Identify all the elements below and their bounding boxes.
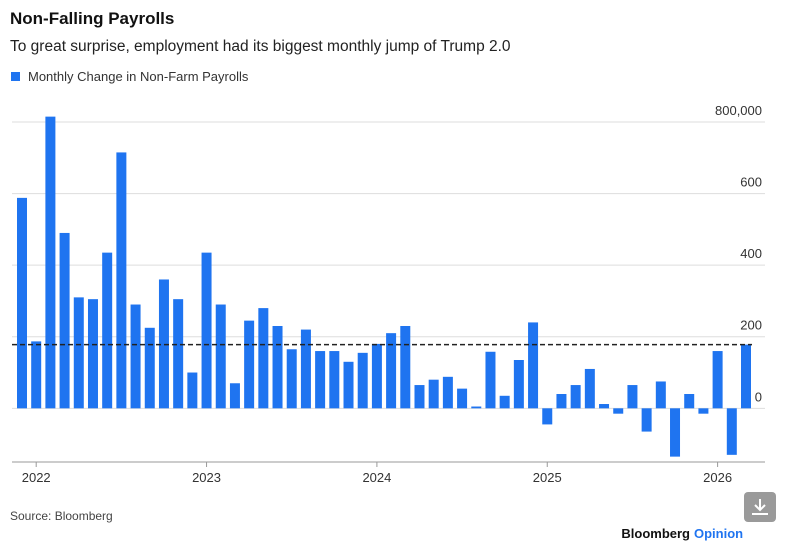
x-tick-label: 2022	[22, 470, 51, 485]
bar	[87, 299, 98, 409]
bar	[116, 152, 127, 409]
bar	[258, 308, 269, 409]
y-tick-label: 0	[755, 389, 762, 404]
chart-subtitle: To great surprise, employment had its bi…	[10, 38, 511, 55]
bar	[655, 381, 666, 409]
bar	[31, 341, 42, 409]
bar	[513, 360, 524, 409]
y-tick-label: 600	[740, 175, 762, 190]
bar	[698, 408, 709, 414]
bar	[457, 388, 468, 409]
bar	[229, 383, 240, 409]
bar	[343, 361, 354, 409]
brand-suffix: Opinion	[694, 526, 743, 541]
bar	[584, 368, 595, 409]
bar	[726, 408, 737, 455]
bar	[371, 343, 382, 409]
download-button[interactable]	[744, 492, 776, 522]
brand: Bloomberg	[621, 526, 690, 541]
bar	[613, 408, 624, 414]
x-tick-label: 2025	[533, 470, 562, 485]
chart-title: Non-Falling Payrolls	[10, 9, 174, 28]
bar	[641, 408, 652, 432]
bar	[187, 372, 198, 409]
bar	[144, 327, 155, 409]
y-tick-label: 200	[740, 318, 762, 333]
bar	[499, 395, 510, 409]
x-tick-label: 2024	[362, 470, 391, 485]
bar	[286, 349, 297, 409]
bar	[442, 376, 453, 409]
y-tick-label: 800,000	[715, 103, 762, 118]
x-tick-label: 2026	[703, 470, 732, 485]
bar	[741, 344, 751, 409]
bar	[158, 279, 169, 409]
bar	[272, 326, 283, 409]
bar	[244, 320, 255, 409]
bar	[542, 408, 553, 425]
bar	[59, 232, 70, 409]
bar	[414, 385, 425, 409]
bar	[528, 322, 539, 409]
bar	[173, 299, 184, 409]
bar	[556, 394, 567, 409]
x-tick-label: 2023	[192, 470, 221, 485]
bar	[400, 326, 411, 409]
y-tick-label: 400	[740, 246, 762, 261]
legend-label: Monthly Change in Non-Farm Payrolls	[28, 69, 249, 84]
bar	[73, 297, 84, 409]
bar	[17, 197, 27, 409]
bar	[130, 304, 141, 409]
bar	[201, 252, 212, 409]
bar	[45, 116, 56, 409]
bar	[684, 394, 695, 409]
bar	[428, 379, 439, 409]
bar	[300, 329, 311, 409]
bar	[599, 404, 610, 409]
bar	[102, 252, 113, 409]
bar	[627, 385, 638, 409]
source: Source: Bloomberg	[10, 509, 113, 523]
bar	[670, 408, 681, 457]
bar	[357, 352, 368, 409]
bar	[570, 385, 581, 409]
bar	[386, 333, 397, 409]
bar	[215, 304, 226, 409]
legend-swatch	[11, 72, 20, 81]
bar	[485, 351, 496, 409]
bar	[471, 406, 482, 409]
bar	[315, 351, 326, 409]
bar	[329, 351, 340, 409]
bar	[712, 351, 723, 409]
